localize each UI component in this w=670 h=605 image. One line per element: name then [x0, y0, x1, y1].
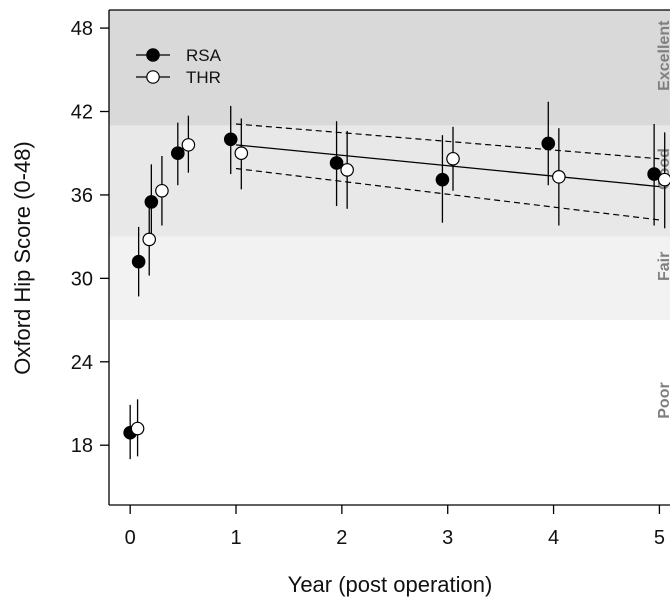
y-tick-label-24: 24 [71, 352, 93, 374]
trend-lower-ci-line [235, 167, 660, 221]
legend-label-thr: THR [186, 68, 221, 87]
points-layer [123, 132, 670, 440]
y-tick-label-36: 36 [71, 185, 93, 207]
point-rsa-6 [435, 172, 450, 187]
point-rsa-5 [329, 156, 344, 170]
point-rsa-2 [144, 195, 159, 209]
trend-layer [235, 123, 660, 221]
x-tick-label-3: 3 [442, 527, 453, 549]
legend-label-rsa: RSA [186, 46, 222, 65]
point-thr-6 [446, 151, 460, 166]
trend-fit-line [235, 144, 660, 188]
x-tick-label-1: 1 [230, 527, 241, 549]
point-thr-4 [234, 146, 249, 161]
x-axis-title: Year (post operation) [288, 572, 493, 597]
band-label-poor: Poor [656, 382, 670, 418]
y-tick-label-18: 18 [71, 435, 93, 457]
band-good [109, 125, 670, 237]
band-excellent [109, 10, 670, 126]
point-thr-5 [340, 163, 354, 177]
ticks-layer: 18 24 30 36 42 48 0 1 2 3 4 5 [71, 18, 665, 549]
x-tick-label-5: 5 [654, 527, 665, 549]
band-poor [109, 320, 670, 505]
legend-marker-thr [146, 70, 160, 84]
y-tick-label-30: 30 [71, 268, 93, 290]
band-fair [109, 236, 670, 321]
point-rsa-4 [223, 132, 238, 147]
band-label-fair: Fair [656, 252, 670, 281]
point-thr-7 [552, 170, 566, 184]
axes-layer [108, 9, 670, 506]
point-thr-3 [181, 138, 196, 152]
point-thr-8 [657, 172, 670, 187]
y-tick-label-48: 48 [71, 18, 93, 40]
point-thr-0 [130, 421, 145, 436]
point-rsa-7 [541, 136, 556, 151]
point-thr-1 [142, 232, 157, 247]
y-tick-label-42: 42 [71, 102, 93, 124]
legend: RSA THR [136, 46, 222, 87]
point-rsa-8 [647, 167, 661, 181]
x-tick-label-0: 0 [125, 527, 136, 549]
point-thr-2 [155, 183, 169, 198]
legend-marker-rsa [146, 48, 160, 62]
point-rsa-1 [131, 254, 146, 269]
point-rsa-3 [171, 146, 185, 161]
x-tick-label-2: 2 [336, 527, 347, 549]
trend-upper-ci-line [235, 123, 660, 160]
x-tick-label-4: 4 [548, 527, 559, 549]
band-label-excellent: Excellent [656, 20, 670, 91]
y-axis-title: Oxford Hip Score (0-48) [10, 141, 35, 375]
